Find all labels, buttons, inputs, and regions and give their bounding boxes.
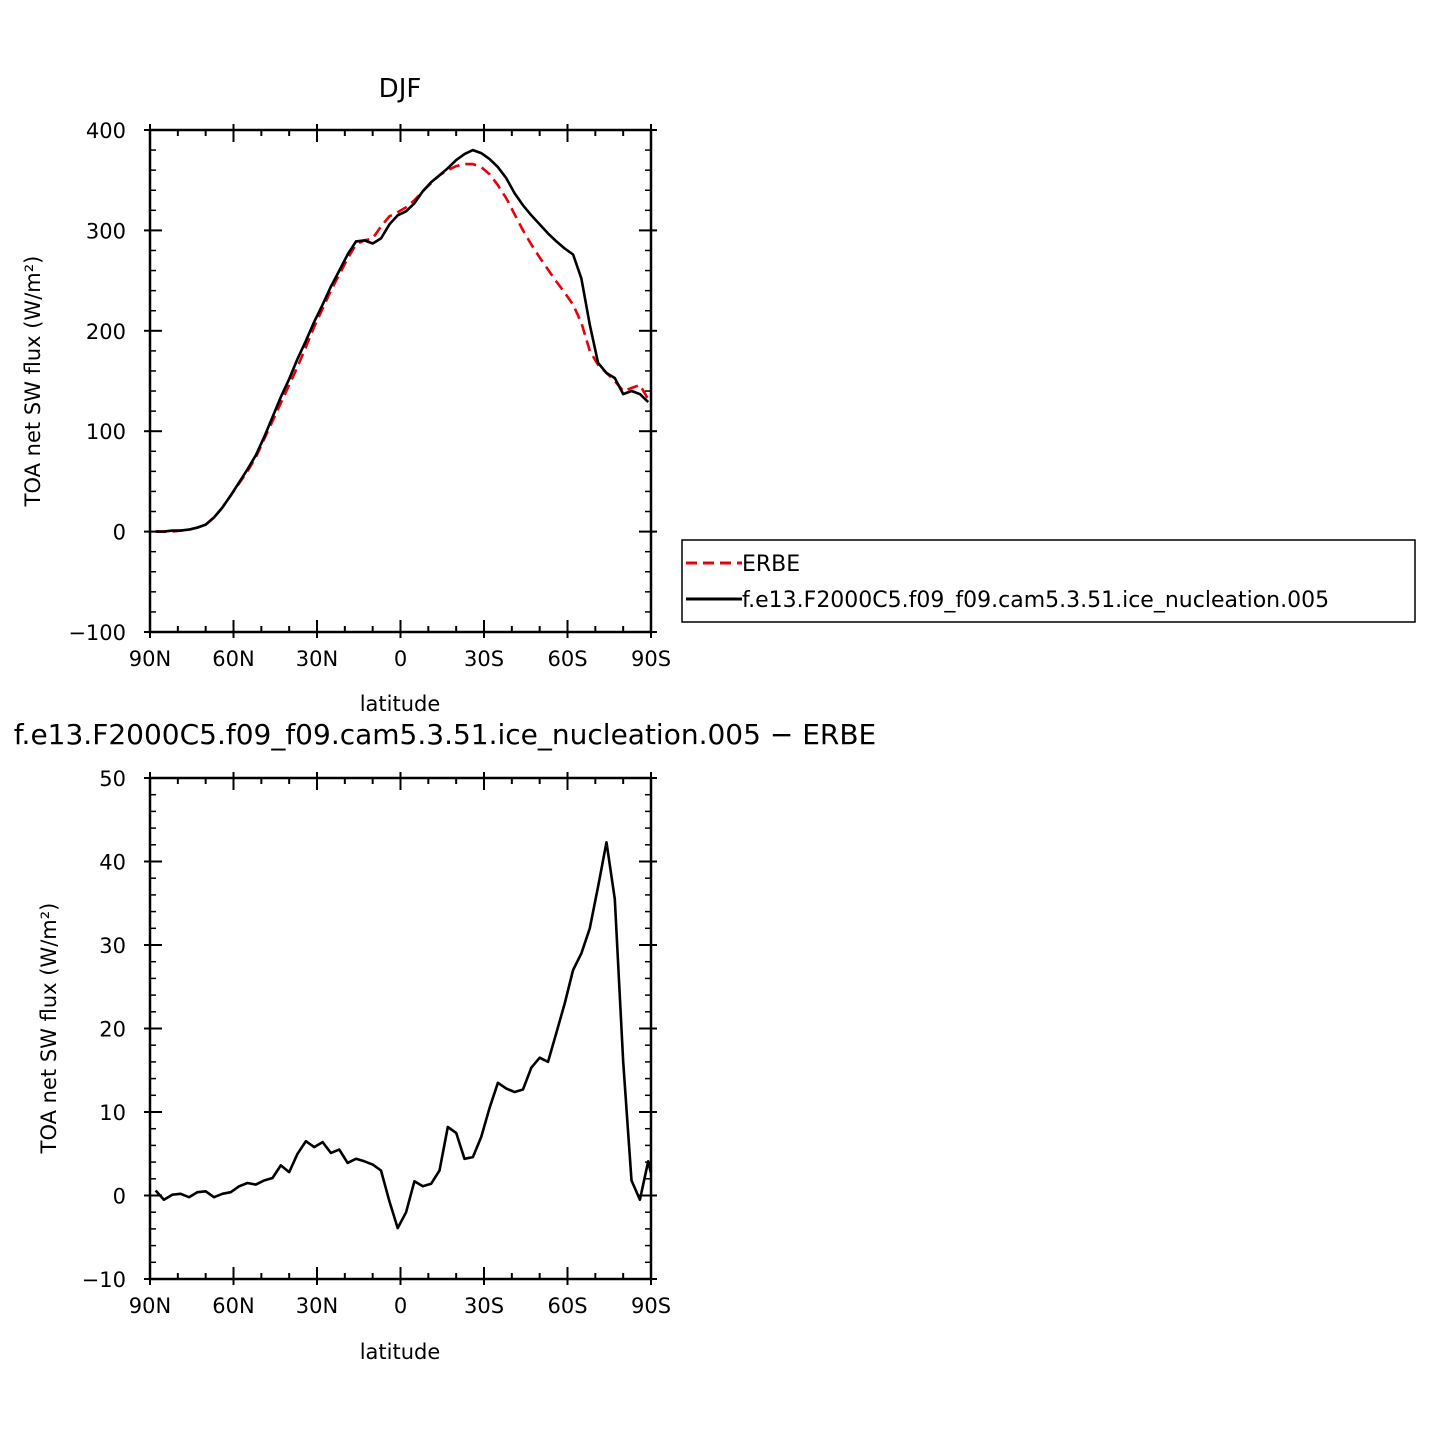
x-tick-label: 30S [464, 647, 504, 671]
legend: ERBE f.e13.F2000C5.f09_f09.cam5.3.51.ice… [681, 539, 1416, 623]
y-tick-label: 100 [86, 420, 126, 444]
x-tick-label: 90S [631, 647, 671, 671]
y-tick-label: 0 [113, 521, 126, 545]
legend-label-model: f.e13.F2000C5.f09_f09.cam5.3.51.ice_nucl… [742, 588, 1329, 613]
x-tick-label: 90S [631, 1294, 671, 1318]
x-tick-label: 30N [296, 1294, 338, 1318]
x-tick-label: 0 [394, 1294, 407, 1318]
bottom-plot-area: 90N 60N 30N 0 30S 60S 90S −10 0 10 20 30 40 50 [82, 767, 671, 1318]
y-tick-label: −100 [68, 621, 126, 645]
y-tick-label: 30 [99, 934, 126, 958]
x-tick-label: 60S [547, 1294, 587, 1318]
bottom-y-axis-label: TOA net SW flux (W/m²) [37, 903, 61, 1155]
series-line-0 [155, 162, 650, 533]
legend-box [681, 539, 1416, 623]
series-line-1 [155, 148, 650, 533]
x-tick-label: 60S [547, 647, 587, 671]
x-tick-label: 60N [212, 1294, 254, 1318]
top-y-axis-label: TOA net SW flux (W/m²) [21, 256, 45, 508]
bottom-x-axis-label: latitude [360, 1340, 441, 1364]
y-tick-label: 50 [99, 767, 126, 791]
top-plot-area: 90N 60N 30N 0 30S 60S 90S −100 0 100 200 300 400 [68, 119, 671, 671]
x-tick-label: 30N [296, 647, 338, 671]
x-tick-label: 0 [394, 647, 407, 671]
bottom-panel: f.e13.F2000C5.f09_f09.cam5.3.51.ice_nucl… [14, 718, 877, 1364]
x-tick-label: 30S [464, 1294, 504, 1318]
y-tick-label: −10 [82, 1268, 126, 1292]
plot-frame [148, 128, 653, 634]
y-tick-label: 400 [86, 119, 126, 143]
bottom-chart-title: f.e13.F2000C5.f09_f09.cam5.3.51.ice_nucl… [14, 718, 877, 751]
x-tick-label: 60N [212, 647, 254, 671]
y-tick-label: 0 [113, 1185, 126, 1209]
y-tick-label: 20 [99, 1018, 126, 1042]
series-line-0 [154, 840, 651, 1230]
y-tick-label: 200 [86, 320, 126, 344]
top-panel: DJF 90N 60N 30N 0 30S 60S 90S −100 0 100 200 300 400… [21, 74, 671, 716]
y-tick-label: 10 [99, 1101, 126, 1125]
top-x-axis-label: latitude [360, 692, 441, 716]
y-tick-label: 40 [99, 851, 126, 875]
legend-label-erbe: ERBE [742, 552, 800, 577]
plot-frame [148, 776, 653, 1281]
x-tick-label: 90N [129, 1294, 171, 1318]
x-tick-label: 90N [129, 647, 171, 671]
y-tick-label: 300 [86, 219, 126, 243]
top-chart-title: DJF [379, 74, 422, 104]
